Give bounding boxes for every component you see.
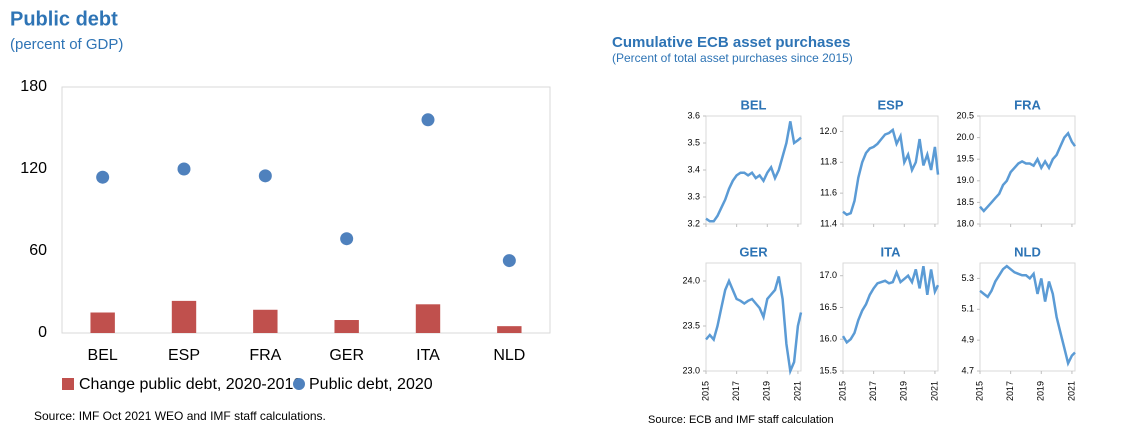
line [705, 276, 803, 376]
y-tick-label: 4.9 [961, 335, 974, 345]
y-tick-label: 20.5 [956, 110, 974, 120]
x-tick-label: 2019 [899, 381, 909, 401]
bar [497, 326, 522, 333]
line [705, 121, 802, 223]
source-note: Source: ECB and IMF staff calculation [648, 414, 834, 425]
y-tick-label: 3.6 [687, 110, 700, 120]
panel-title: ITA [881, 244, 902, 259]
plot-frame [61, 86, 551, 334]
line [841, 265, 940, 345]
y-tick-label: 15.5 [819, 365, 837, 375]
y-tick-label: 180 [20, 78, 47, 95]
bar [171, 300, 197, 333]
y-tick-label: 23.5 [682, 320, 700, 330]
y-tick-label: 24.0 [682, 275, 700, 285]
bar [253, 309, 278, 333]
x-tick-label: 2017 [868, 381, 878, 401]
panel-title: GER [739, 244, 768, 259]
panel-title: ESP [877, 97, 903, 112]
point [340, 232, 354, 246]
x-tick-label: 2019 [762, 381, 772, 401]
x-tick-label: 2015 [837, 381, 847, 401]
y-tick-label: 18.5 [956, 197, 974, 207]
point [177, 162, 191, 176]
y-tick-label: 19.0 [956, 175, 974, 185]
x-tick-label: 2021 [929, 381, 939, 401]
legend-swatch [62, 378, 74, 390]
legend-swatch [293, 378, 305, 390]
bar [415, 304, 441, 333]
legend-label: Public debt, 2020 [309, 376, 433, 393]
x-tick-label: NLD [493, 347, 525, 364]
panel-title: NLD [1014, 244, 1041, 259]
legend-label: Change public debt, 2020-2019 [79, 376, 302, 393]
source-note: Source: IMF Oct 2021 WEO and IMF staff c… [34, 409, 326, 423]
chart-subtitle: (Percent of total asset purchases since … [612, 51, 853, 65]
y-tick-label: 12.0 [819, 126, 837, 136]
line [842, 127, 940, 217]
panel-frame [979, 262, 1076, 372]
y-tick-label: 5.3 [961, 273, 974, 283]
y-tick-label: 3.4 [687, 164, 700, 174]
point [421, 113, 435, 127]
point [502, 254, 516, 268]
panel-frame [842, 262, 939, 372]
y-tick-label: 0 [38, 324, 47, 341]
y-tick-label: 3.3 [687, 191, 700, 201]
x-tick-label: 2021 [1066, 381, 1076, 401]
point [96, 170, 110, 184]
point [258, 169, 272, 183]
x-tick-label: 2015 [700, 381, 710, 401]
bar [90, 312, 115, 333]
line [979, 131, 1077, 213]
line [979, 264, 1076, 367]
bar [334, 320, 359, 333]
y-tick-label: 60 [29, 242, 47, 259]
x-tick-label: GER [329, 347, 364, 364]
y-tick-label: 16.0 [819, 334, 837, 344]
panel-title: BEL [741, 97, 767, 112]
panel-title: FRA [1014, 97, 1041, 112]
panel-frame [979, 115, 1076, 225]
y-tick-label: 20.0 [956, 132, 974, 142]
y-tick-label: 16.5 [819, 302, 837, 312]
y-tick-label: 23.0 [682, 365, 700, 375]
x-tick-label: 2019 [1036, 381, 1046, 401]
y-tick-label: 11.8 [820, 157, 837, 167]
y-tick-label: 4.7 [961, 365, 974, 375]
chart-title: Cumulative ECB asset purchases [612, 34, 850, 51]
x-tick-label: FRA [249, 347, 281, 364]
x-tick-label: ITA [416, 347, 440, 364]
x-tick-label: 2017 [731, 381, 741, 401]
chart-title: Public debt [10, 8, 118, 30]
x-tick-label: 2017 [1005, 381, 1015, 401]
x-tick-label: ESP [168, 347, 200, 364]
y-tick-label: 17.0 [819, 270, 837, 280]
y-tick-label: 5.1 [961, 304, 974, 314]
x-tick-label: 2015 [974, 381, 984, 401]
x-tick-label: BEL [88, 347, 118, 364]
chart-subtitle: (percent of GDP) [10, 36, 123, 53]
y-tick-label: 120 [20, 160, 47, 177]
y-tick-label: 3.5 [687, 137, 700, 147]
y-tick-label: 18.0 [956, 218, 974, 228]
x-tick-label: 2021 [792, 381, 802, 401]
y-tick-label: 19.5 [956, 154, 974, 164]
y-tick-label: 3.2 [687, 218, 700, 228]
y-tick-label: 11.4 [820, 218, 837, 228]
y-tick-label: 11.6 [820, 188, 837, 198]
